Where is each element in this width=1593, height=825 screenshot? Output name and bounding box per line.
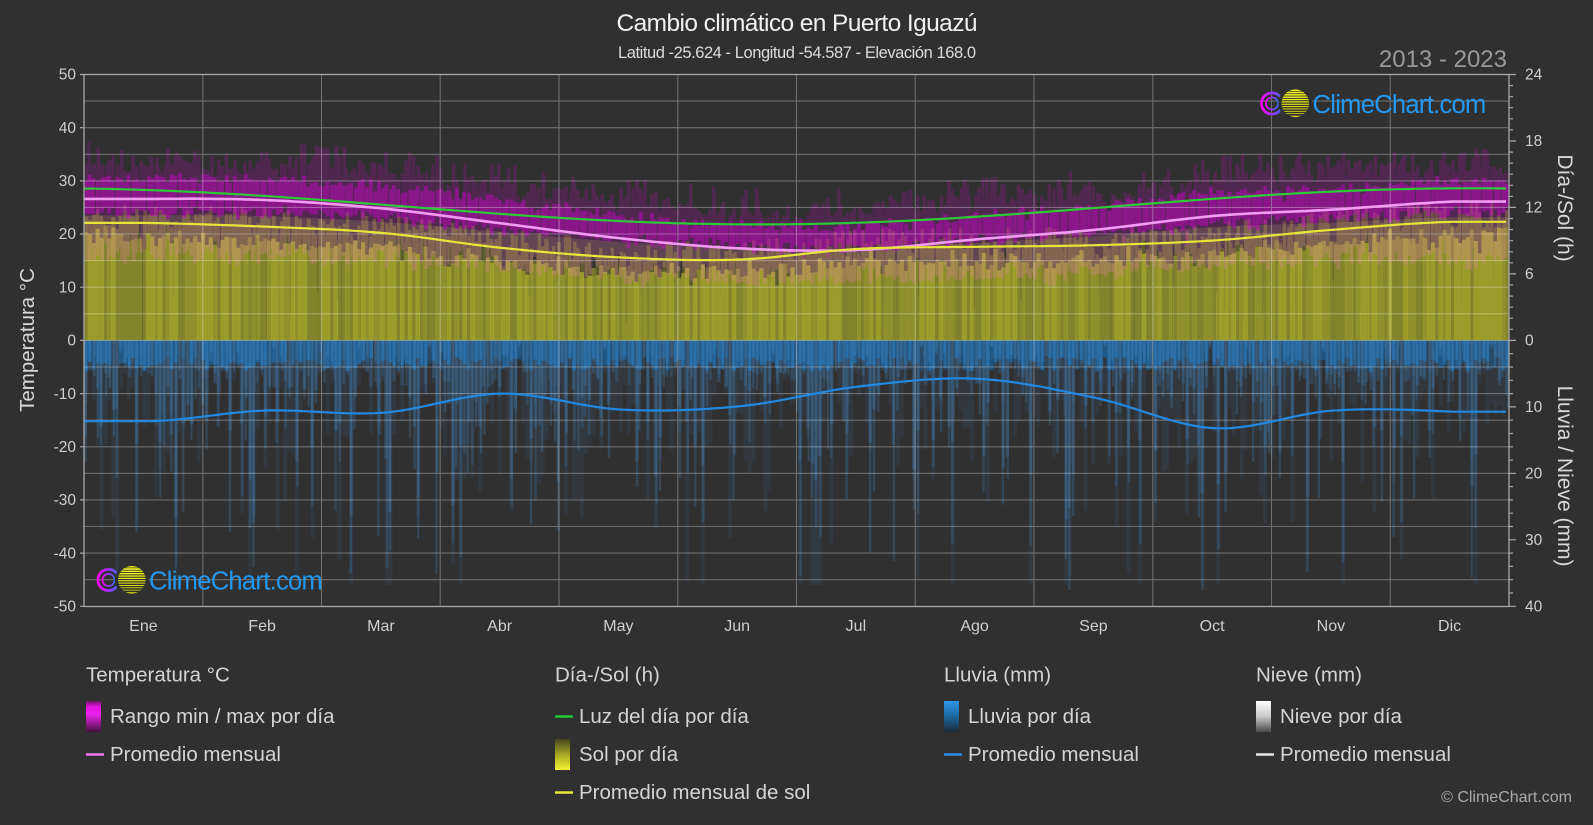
svg-text:Nieve por día: Nieve por día <box>1280 705 1403 728</box>
svg-text:Promedio mensual: Promedio mensual <box>968 743 1139 766</box>
svg-text:Nov: Nov <box>1317 618 1345 635</box>
svg-text:50: 50 <box>59 67 77 84</box>
svg-text:0: 0 <box>67 333 76 350</box>
svg-text:Sol por día: Sol por día <box>579 743 679 766</box>
svg-text:18: 18 <box>1525 133 1542 150</box>
svg-text:Día-/Sol (h): Día-/Sol (h) <box>555 664 660 687</box>
svg-text:Ene: Ene <box>129 618 158 635</box>
svg-text:Abr: Abr <box>487 618 513 635</box>
svg-text:-50: -50 <box>54 599 77 616</box>
svg-text:Nieve (mm): Nieve (mm) <box>1256 664 1362 687</box>
svg-text:Día-/Sol (h): Día-/Sol (h) <box>1553 154 1576 261</box>
svg-text:20: 20 <box>1525 466 1543 483</box>
svg-text:10: 10 <box>1525 399 1543 416</box>
svg-text:Latitud -25.624 - Longitud -54: Latitud -25.624 - Longitud -54.587 - Ele… <box>618 44 976 62</box>
svg-text:Rango min / max por día: Rango min / max por día <box>110 705 335 728</box>
svg-text:Lluvia (mm): Lluvia (mm) <box>944 664 1051 687</box>
svg-text:-20: -20 <box>54 439 77 456</box>
svg-text:Temperatura °C: Temperatura °C <box>86 664 230 687</box>
svg-text:20: 20 <box>59 226 77 243</box>
svg-text:10: 10 <box>59 279 77 296</box>
svg-text:40: 40 <box>59 120 77 137</box>
svg-text:Temperatura °C: Temperatura °C <box>16 268 39 412</box>
svg-text:Lluvia / Nieve (mm): Lluvia / Nieve (mm) <box>1553 386 1576 567</box>
svg-text:Promedio mensual: Promedio mensual <box>110 743 281 766</box>
svg-text:0: 0 <box>1525 333 1534 350</box>
svg-text:Sep: Sep <box>1079 618 1108 635</box>
svg-text:12: 12 <box>1525 200 1542 217</box>
svg-text:May: May <box>603 618 633 635</box>
svg-text:Jul: Jul <box>846 618 866 635</box>
svg-text:Oct: Oct <box>1200 618 1225 635</box>
svg-text:40: 40 <box>1525 599 1543 616</box>
svg-text:Lluvia por día: Lluvia por día <box>968 705 1092 728</box>
svg-text:ClimeChart.com: ClimeChart.com <box>1313 91 1487 119</box>
svg-text:2013 - 2023: 2013 - 2023 <box>1379 46 1507 73</box>
svg-text:Feb: Feb <box>248 618 276 635</box>
svg-text:Dic: Dic <box>1438 618 1461 635</box>
svg-text:30: 30 <box>59 173 77 190</box>
svg-text:-10: -10 <box>54 386 77 403</box>
svg-text:-30: -30 <box>54 492 77 509</box>
svg-text:-40: -40 <box>54 545 77 562</box>
svg-text:30: 30 <box>1525 532 1543 549</box>
svg-text:ClimeChart.com: ClimeChart.com <box>149 567 323 595</box>
svg-text:24: 24 <box>1525 67 1543 84</box>
svg-text:6: 6 <box>1525 266 1534 283</box>
svg-text:Luz del día por día: Luz del día por día <box>579 705 749 728</box>
svg-text:© ClimeChart.com: © ClimeChart.com <box>1441 789 1572 806</box>
svg-text:Mar: Mar <box>367 618 395 635</box>
svg-text:Ago: Ago <box>960 618 989 635</box>
svg-text:Promedio mensual: Promedio mensual <box>1280 743 1451 766</box>
svg-text:Cambio climático en Puerto Igu: Cambio climático en Puerto Iguazú <box>617 10 978 37</box>
svg-text:Promedio mensual de sol: Promedio mensual de sol <box>579 781 810 804</box>
svg-text:Jun: Jun <box>724 618 750 635</box>
